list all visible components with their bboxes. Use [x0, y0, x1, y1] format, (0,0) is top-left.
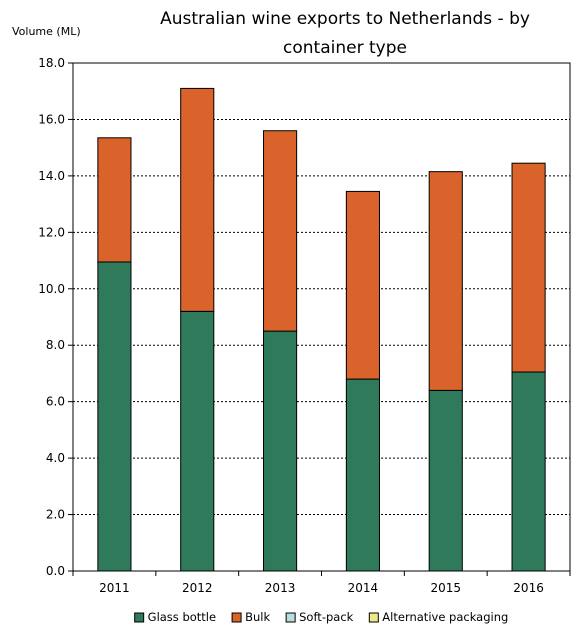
legend-label-bulk: Bulk	[245, 610, 270, 624]
y-tick-label-14-0: 14.0	[38, 169, 65, 183]
y-tick-label-6-0: 6.0	[46, 395, 65, 409]
legend-swatch-bulk	[231, 612, 242, 623]
chart-title-line-1: Australian wine exports to Netherlands -…	[160, 9, 530, 29]
x-tick-label-2012: 2012	[182, 581, 213, 595]
y-tick-labels: 0.0 2.0 4.0 6.0 8.0 10.0 12.0 14.0 16.0 18.0	[38, 56, 65, 578]
bar-glass-bottle-2012	[180, 310, 215, 572]
bar-bulk-2016	[511, 162, 546, 373]
x-tick-label-2014: 2014	[348, 581, 379, 595]
bar-glass-bottle-2013	[263, 330, 298, 572]
y-axis-label: Volume (ML)	[12, 25, 81, 38]
x-category-labels: 2011 2012 2013 2014 2015 2016	[99, 581, 544, 595]
bar-bulk-2013	[263, 130, 298, 332]
legend-swatch-alternative-packaging	[368, 612, 379, 623]
y-tick-label-10-0: 10.0	[38, 282, 65, 296]
legend-label-glass-bottle: Glass bottle	[148, 610, 216, 624]
legend-item-alternative-packaging: Alternative packaging	[368, 610, 508, 624]
y-tick-label-12-0: 12.0	[38, 225, 65, 239]
legend-label-soft-pack: Soft-pack	[299, 610, 354, 624]
legend-item-bulk: Bulk	[231, 610, 270, 624]
x-tick-label-2013: 2013	[265, 581, 296, 595]
legend-swatch-glass-bottle	[134, 612, 145, 623]
y-tick-label-18-0: 18.0	[38, 56, 65, 70]
bar-bulk-2012	[180, 87, 215, 312]
legend-item-soft-pack: Soft-pack	[285, 610, 354, 624]
y-tick-label-2-0: 2.0	[46, 508, 65, 522]
bar-bulk-2014	[345, 190, 380, 380]
y-tick-label-0-0: 0.0	[46, 564, 65, 578]
bar-bulk-2011	[97, 137, 132, 263]
legend-swatch-soft-pack	[285, 612, 296, 623]
bar-glass-bottle-2015	[428, 389, 463, 572]
bars	[97, 87, 546, 572]
axes	[68, 62, 571, 576]
y-tick-label-8-0: 8.0	[46, 338, 65, 352]
y-tick-label-16-0: 16.0	[38, 112, 65, 126]
plot-frame	[72, 62, 571, 572]
legend: Glass bottle Bulk Soft-pack Alternative pac…	[134, 610, 508, 624]
legend-item-glass-bottle: Glass bottle	[134, 610, 216, 624]
bar-glass-bottle-2014	[345, 378, 380, 572]
bar-bulk-2015	[428, 171, 463, 391]
y-tick-label-4-0: 4.0	[46, 451, 65, 465]
legend-label-alternative-packaging: Alternative packaging	[382, 610, 508, 624]
chart-title-line-2: container type	[283, 38, 407, 58]
bar-glass-bottle-2011	[97, 261, 132, 572]
bar-glass-bottle-2016	[511, 371, 546, 572]
x-tick-label-2016: 2016	[513, 581, 544, 595]
x-tick-label-2015: 2015	[430, 581, 461, 595]
gridlines	[73, 62, 570, 516]
x-tick-label-2011: 2011	[99, 581, 130, 595]
